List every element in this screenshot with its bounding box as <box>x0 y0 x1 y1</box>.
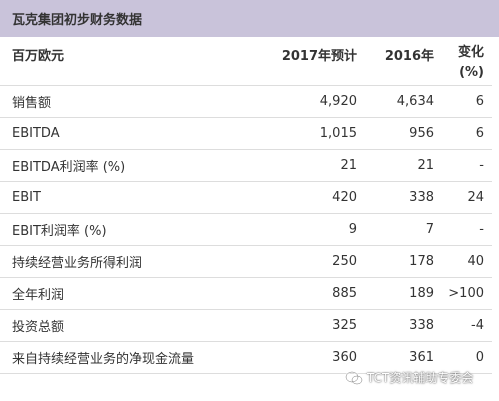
cell-2016: 338 <box>358 180 435 213</box>
cell-2016: 338 <box>358 308 435 341</box>
cell-2016: 361 <box>358 340 435 374</box>
table-row: 全年利润 885 189 >100 <box>0 276 492 309</box>
cell-2017: 9 <box>251 212 358 245</box>
cell-change: >100 <box>435 276 492 309</box>
cell-2016: 7 <box>358 212 435 245</box>
cell-2017: 250 <box>251 244 358 277</box>
table-row: EBITDA利润率 (%) 21 21 - <box>0 148 492 181</box>
table-row: EBIT 420 338 24 <box>0 180 492 213</box>
cell-2017: 360 <box>251 340 358 374</box>
header-change-unit: (%) <box>459 65 484 80</box>
cell-change: 24 <box>435 180 492 213</box>
header-unit: 百万欧元 <box>12 49 65 64</box>
table-title: 瓦克集团初步财务数据 <box>0 0 499 37</box>
row-label: 来自持续经营业务的净现金流量 <box>0 340 251 374</box>
cell-2017: 885 <box>251 276 358 309</box>
watermark-text: TCT资讯辅助专委会 <box>367 371 474 385</box>
cell-change: 40 <box>435 244 492 277</box>
cell-2017: 420 <box>251 180 358 213</box>
row-label: 全年利润 <box>0 276 251 309</box>
row-label: EBIT利润率 (%) <box>0 212 251 245</box>
header-2016: 2016年 <box>384 49 434 64</box>
table-row: 销售额 4,920 4,634 6 <box>0 84 492 117</box>
cell-change: - <box>435 148 492 181</box>
cell-change: 6 <box>435 116 492 149</box>
header-2017: 2017年预计 <box>281 49 357 64</box>
row-label: 销售额 <box>0 84 251 117</box>
cell-change: 0 <box>435 340 492 374</box>
cell-change: -4 <box>435 308 492 341</box>
cell-2016: 178 <box>358 244 435 277</box>
table-row: 来自持续经营业务的净现金流量 360 361 0 <box>0 340 492 374</box>
cell-2016: 189 <box>358 276 435 309</box>
cell-2016: 956 <box>358 116 435 149</box>
row-label: 持续经营业务所得利润 <box>0 244 251 277</box>
table-row: 投资总额 325 338 -4 <box>0 308 492 341</box>
row-label: EBITDA <box>0 116 251 149</box>
table-row: 持续经营业务所得利润 250 178 40 <box>0 244 492 277</box>
row-label: EBITDA利润率 (%) <box>0 148 251 181</box>
wechat-icon <box>345 370 363 385</box>
cell-change: 6 <box>435 84 492 117</box>
table-row: EBITDA 1,015 956 6 <box>0 116 492 149</box>
cell-2016: 21 <box>358 148 435 181</box>
financial-table: 百万欧元 2017年预计 2016年 变化 (%) 销售额 4,920 4,63… <box>0 37 492 374</box>
cell-2017: 1,015 <box>251 116 358 149</box>
cell-change: - <box>435 212 492 245</box>
watermark: TCT资讯辅助专委会 <box>345 369 473 386</box>
cell-2017: 325 <box>251 308 358 341</box>
cell-2017: 21 <box>251 148 358 181</box>
header-change-label: 变化 <box>457 45 484 60</box>
cell-2017: 4,920 <box>251 84 358 117</box>
row-label: 投资总额 <box>0 308 251 341</box>
table-header-row: 百万欧元 2017年预计 2016年 变化 (%) <box>0 37 492 85</box>
cell-2016: 4,634 <box>358 84 435 117</box>
row-label: EBIT <box>0 180 251 213</box>
table-row: EBIT利润率 (%) 9 7 - <box>0 212 492 245</box>
header-change: 变化 (%) <box>435 37 492 85</box>
